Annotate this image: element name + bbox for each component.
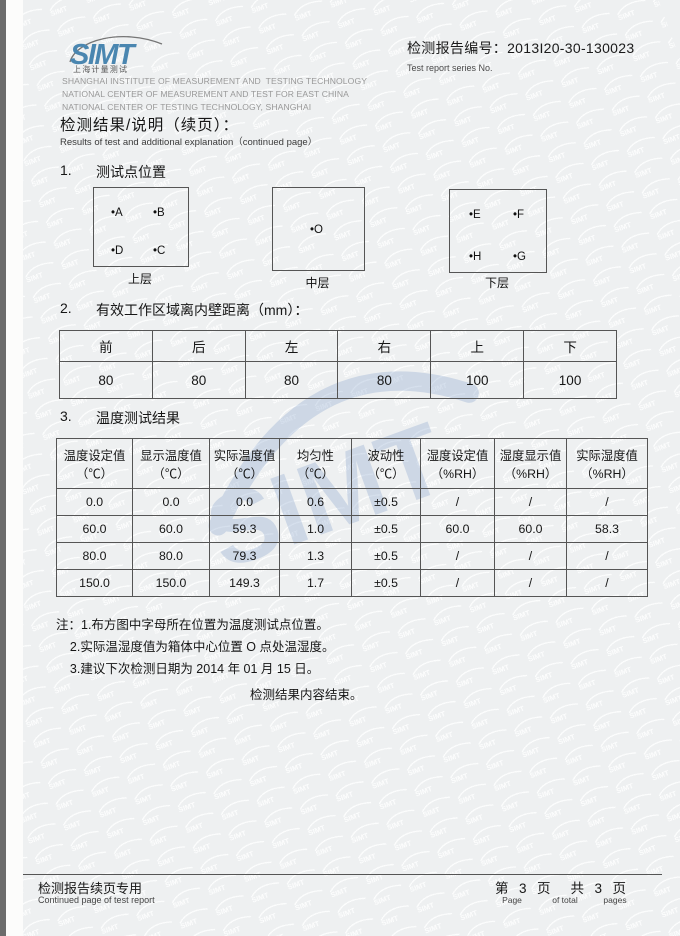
svg-text:上海计量测试: 上海计量测试 — [73, 64, 128, 74]
